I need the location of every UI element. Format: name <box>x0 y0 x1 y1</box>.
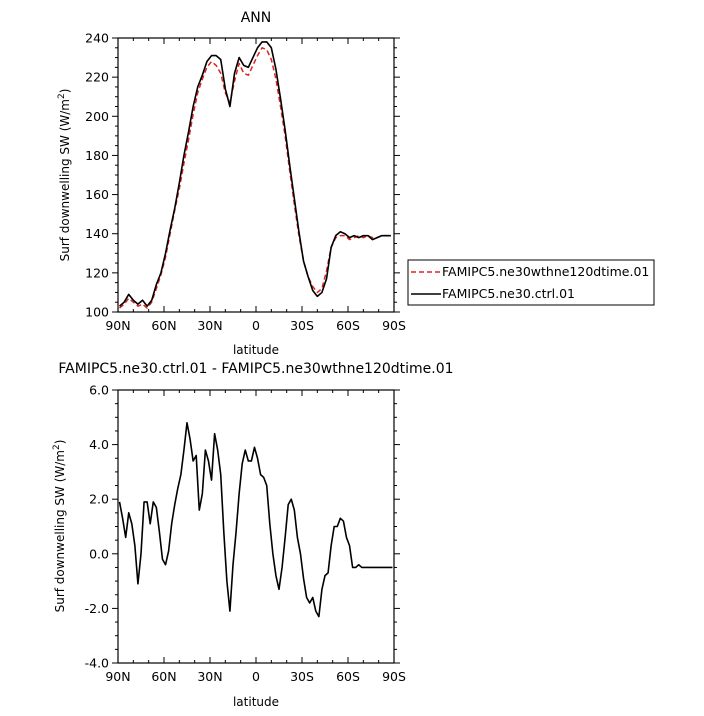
x-tick-label: 30S <box>290 318 314 333</box>
x-tick-label: 90N <box>105 318 130 333</box>
legend-label-series-2: FAMIPC5.ne30.ctrl.01 <box>442 286 575 301</box>
x-tick-label: 30S <box>290 669 314 684</box>
top-chart-title: ANN <box>241 10 272 26</box>
series-line-famipc5-ne30-ctrl-01 <box>119 41 391 307</box>
x-tick-label: 90N <box>105 669 130 684</box>
bottom-chart-series-group <box>118 421 393 618</box>
x-tick-label: 60S <box>336 318 360 333</box>
y-tick-label: 140 <box>85 226 109 241</box>
top-chart-series-group <box>119 41 391 309</box>
legend-box <box>407 259 655 306</box>
top-chart-xlabel: latitude <box>233 343 279 357</box>
bottom-chart-xlabel: latitude <box>233 695 279 709</box>
y-tick-label: 4.0 <box>89 437 109 452</box>
legend-label-series-1: FAMIPC5.ne30wthne120dtime.01 <box>442 264 649 279</box>
y-tick-label: 240 <box>85 31 109 46</box>
y-tick-label: 220 <box>85 70 109 85</box>
y-tick-label: 180 <box>85 148 109 163</box>
x-tick-label: 60N <box>151 318 176 333</box>
bottom-chart-axes: 90N 60N 30N 0 30S 60S 90S -4.0 -2.0 0.0 2.0 4.0 6.0 <box>85 383 406 685</box>
y-tick-label: -2.0 <box>85 601 109 616</box>
x-tick-label: 30N <box>197 318 222 333</box>
y-tick-label: 2.0 <box>89 492 109 507</box>
y-tick-label: -4.0 <box>85 656 109 671</box>
x-tick-label: 60N <box>151 669 176 684</box>
top-chart-legend: FAMIPC5.ne30wthne120dtime.01 FAMIPC5.ne3… <box>407 259 655 306</box>
x-tick-label: 30N <box>197 669 222 684</box>
bottom-chart-panel: FAMIPC5.ne30.ctrl.01 - FAMIPC5.ne30wthne… <box>52 361 454 709</box>
top-chart-axes: 90N 60N 30N 0 30S 60S 90S 100 120 140 160 180 200 220… <box>85 31 406 334</box>
bottom-chart-title: FAMIPC5.ne30.ctrl.01 - FAMIPC5.ne30wthne… <box>58 361 453 377</box>
series-line-famipc5-ne30wthne120dtime-01 <box>119 47 391 309</box>
top-chart-panel: ANN 90N 60N 30N 0 30S 60S 90S 100 120 140 160 180 20… <box>57 10 655 357</box>
x-tick-label: 60S <box>336 669 360 684</box>
y-tick-label: 200 <box>85 109 109 124</box>
top-chart-plot-frame <box>117 37 395 313</box>
bottom-chart-ylabel: Surf downwelling SW (W/m2) <box>52 440 67 613</box>
y-tick-label: 100 <box>85 305 109 320</box>
x-tick-label: 0 <box>252 318 260 333</box>
x-tick-label: 90S <box>382 318 406 333</box>
y-tick-label: 160 <box>85 187 109 202</box>
y-tick-label: 0.0 <box>89 546 109 561</box>
x-tick-label: 90S <box>382 669 406 684</box>
y-tick-label: 120 <box>85 265 109 280</box>
y-tick-label: 6.0 <box>89 383 109 398</box>
series-line-difference <box>118 421 393 618</box>
top-chart-ylabel: Surf downwelling SW (W/m2) <box>57 89 72 262</box>
x-tick-label: 0 <box>252 669 260 684</box>
